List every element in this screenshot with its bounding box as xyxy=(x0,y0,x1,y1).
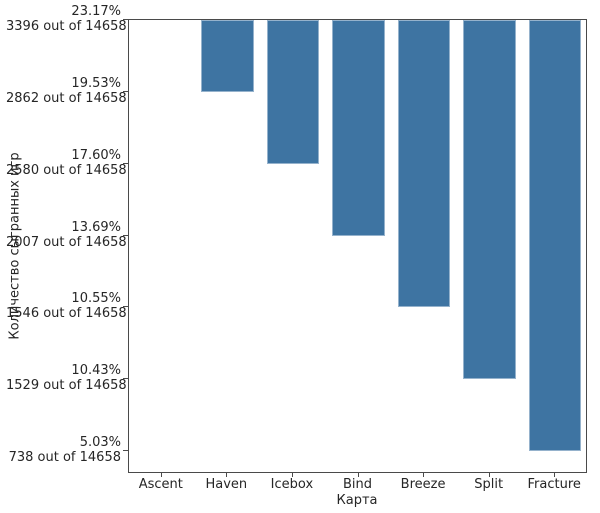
y-axis-title: Количество сыгранных игр xyxy=(7,152,23,340)
y-tick-count: 1529 out of 14658 xyxy=(6,378,127,394)
x-tick-label-bind: Bind xyxy=(342,477,373,492)
bar-fracture xyxy=(528,20,582,451)
x-tick-label-ascent: Ascent xyxy=(138,477,183,492)
y-tick-label-0: 23.17% 3396 out of 14658 xyxy=(6,4,127,34)
y-tick-label-1: 19.53% 2862 out of 14658 xyxy=(6,75,127,106)
x-tick-mark-haven xyxy=(226,473,228,477)
x-tick-label-haven: Haven xyxy=(205,477,248,492)
y-tick-count: 2862 out of 14658 xyxy=(6,90,127,106)
y-tick-count: 738 out of 14658 xyxy=(8,450,121,465)
y-tick-percent: 19.53% xyxy=(71,75,121,91)
y-tick-label-5: 10.43% 1529 out of 14658 xyxy=(6,363,127,394)
plot-area xyxy=(128,19,587,473)
y-tick-percent: 10.55% xyxy=(71,291,121,307)
y-tick-percent: 13.69% xyxy=(71,219,121,235)
bar-breeze xyxy=(397,20,451,308)
x-tick-mark-split xyxy=(488,473,490,477)
bar-icebox xyxy=(266,20,320,164)
x-tick-mark-ascent xyxy=(160,473,162,477)
y-tick-label-6: 5.03% 738 out of 14658 xyxy=(6,435,121,465)
y-tick-mark-2 xyxy=(123,162,128,164)
x-tick-label-icebox: Icebox xyxy=(270,477,314,492)
x-tick-label-breeze: Breeze xyxy=(400,477,446,492)
bar-split xyxy=(463,20,516,380)
x-tick-label-split: Split xyxy=(474,477,504,492)
y-tick-mark-1 xyxy=(123,90,128,92)
y-tick-count: 2580 out of 14658 xyxy=(6,162,127,178)
x-tick-mark-fracture xyxy=(554,473,556,477)
y-tick-mark-6 xyxy=(123,450,128,451)
bar-haven xyxy=(201,20,254,92)
y-tick-label-2: 17.60% 2580 out of 14658 xyxy=(6,147,127,178)
y-tick-mark-0 xyxy=(123,19,128,20)
y-tick-mark-3 xyxy=(123,234,128,236)
y-tick-label-3: 13.69% 2007 out of 14658 xyxy=(6,219,127,250)
y-tick-count: 1546 out of 14658 xyxy=(6,306,127,322)
y-tick-percent: 23.17% xyxy=(71,4,121,19)
y-tick-count: 3396 out of 14658 xyxy=(6,19,127,34)
y-tick-label-4: 10.55% 1546 out of 14658 xyxy=(6,291,127,322)
bar-bind xyxy=(332,20,385,236)
x-tick-mark-breeze xyxy=(423,473,425,477)
x-tick-mark-icebox xyxy=(291,473,293,477)
y-tick-count: 2007 out of 14658 xyxy=(6,234,127,250)
x-axis-title: Карта xyxy=(336,493,378,508)
y-tick-mark-5 xyxy=(123,378,128,380)
y-tick-mark-4 xyxy=(123,306,128,308)
x-tick-mark-bind xyxy=(357,473,359,477)
y-tick-percent: 5.03% xyxy=(79,435,121,450)
x-tick-label-fracture: Fracture xyxy=(527,477,581,492)
y-tick-percent: 17.60% xyxy=(71,147,121,163)
y-tick-percent: 10.43% xyxy=(71,363,121,379)
